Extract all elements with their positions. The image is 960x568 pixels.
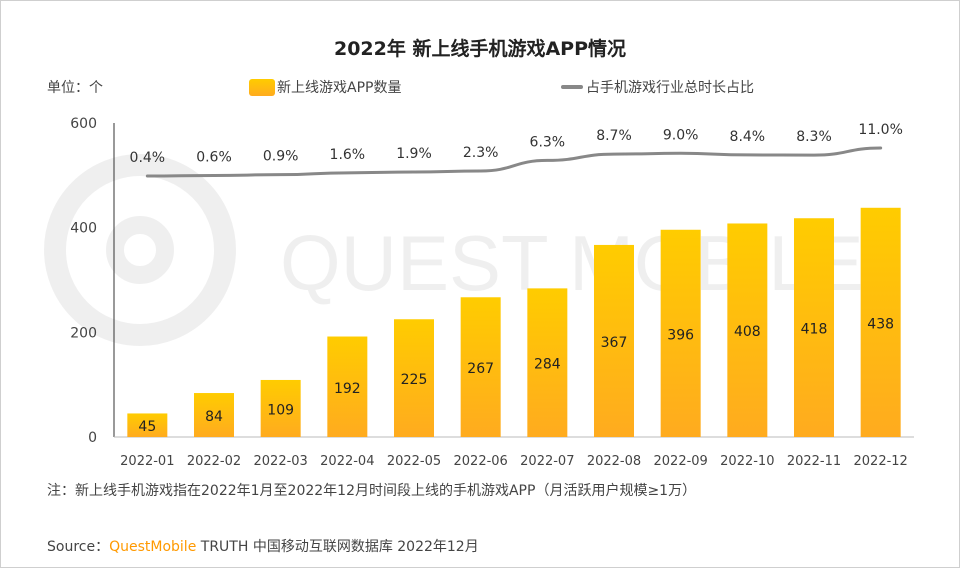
bar-value-label: 84 bbox=[205, 409, 223, 425]
y-tick-label: 200 bbox=[70, 325, 97, 341]
x-tick-label: 2022-08 bbox=[587, 454, 641, 469]
y-tick-label: 600 bbox=[70, 116, 97, 132]
bar-value-label: 367 bbox=[601, 335, 628, 351]
x-tick-label: 2022-06 bbox=[454, 454, 508, 469]
bar-value-label: 408 bbox=[734, 324, 761, 340]
bar-value-label: 267 bbox=[467, 361, 494, 377]
line-value-label: 0.4% bbox=[130, 150, 166, 166]
bar bbox=[327, 336, 368, 437]
bar bbox=[194, 393, 234, 437]
line-value-label: 8.3% bbox=[796, 129, 832, 145]
x-tick-label: 2022-02 bbox=[187, 454, 241, 469]
x-tick-label: 2022-09 bbox=[654, 454, 708, 469]
source-brand: QuestMobile bbox=[109, 539, 197, 555]
bar bbox=[260, 379, 301, 437]
bar bbox=[727, 223, 768, 437]
x-tick-label: 2022-04 bbox=[320, 454, 374, 469]
line-value-label: 1.9% bbox=[396, 146, 432, 162]
line-value-label: 8.7% bbox=[596, 128, 632, 144]
x-tick-label: 2022-07 bbox=[520, 454, 574, 469]
bar-value-label: 109 bbox=[267, 402, 294, 418]
bar bbox=[394, 319, 434, 437]
bar bbox=[594, 244, 634, 437]
bar-value-label: 284 bbox=[534, 357, 561, 373]
x-tick-label: 2022-10 bbox=[720, 454, 774, 469]
line-value-label: 0.9% bbox=[263, 149, 299, 165]
legend-bar-swatch bbox=[249, 78, 275, 96]
y-tick-label: 400 bbox=[70, 221, 97, 237]
y-tick-label: 0 bbox=[88, 430, 97, 446]
watermark-text: QUEST MOBILE bbox=[280, 219, 864, 307]
bar-value-label: 225 bbox=[401, 372, 428, 388]
bar-value-label: 438 bbox=[867, 316, 894, 332]
bar bbox=[527, 288, 568, 437]
share-line bbox=[145, 146, 883, 178]
bar bbox=[860, 207, 901, 437]
chart-title: 2022年 新上线手机游戏APP情况 bbox=[333, 38, 627, 60]
x-tick-label: 2022-01 bbox=[120, 454, 174, 469]
bar bbox=[794, 218, 834, 437]
bar bbox=[660, 229, 701, 437]
legend-line-label: 占手机游戏行业总时长占比 bbox=[586, 80, 754, 96]
bar bbox=[127, 413, 168, 437]
line-value-label: 6.3% bbox=[530, 134, 566, 150]
legend-item-bar: 新上线游戏APP数量 bbox=[249, 77, 401, 97]
source-prefix: Source： bbox=[47, 539, 110, 555]
source-line: Source：QuestMobile TRUTH 中国移动互联网数据库 2022… bbox=[47, 536, 479, 556]
legend-line-swatch bbox=[561, 85, 583, 89]
bar-value-label: 418 bbox=[801, 322, 828, 338]
bar-value-label: 192 bbox=[334, 381, 361, 397]
legend-item-line: 占手机游戏行业总时长占比 bbox=[561, 77, 754, 97]
line-value-label: 11.0% bbox=[858, 122, 902, 138]
x-tick-label: 2022-05 bbox=[387, 454, 441, 469]
x-tick-label: 2022-11 bbox=[787, 454, 841, 469]
footnote: 注：新上线手机游戏指在2022年1月至2022年12月时间段上线的手机游戏APP… bbox=[47, 483, 697, 499]
bar-value-label: 45 bbox=[138, 419, 156, 435]
bar bbox=[460, 297, 501, 437]
line-value-label: 2.3% bbox=[463, 145, 499, 161]
line-value-label: 1.6% bbox=[330, 147, 366, 163]
x-tick-label: 2022-03 bbox=[254, 454, 308, 469]
bar-value-label: 396 bbox=[667, 327, 694, 343]
unit-label: 单位：个 bbox=[47, 80, 103, 96]
source-rest: TRUTH 中国移动互联网数据库 2022年12月 bbox=[196, 539, 479, 555]
line-value-label: 9.0% bbox=[663, 127, 699, 143]
line-value-label: 8.4% bbox=[730, 129, 766, 145]
line-value-label: 0.6% bbox=[196, 149, 232, 165]
x-tick-label: 2022-12 bbox=[854, 454, 908, 469]
legend-bar-label: 新上线游戏APP数量 bbox=[277, 80, 402, 96]
